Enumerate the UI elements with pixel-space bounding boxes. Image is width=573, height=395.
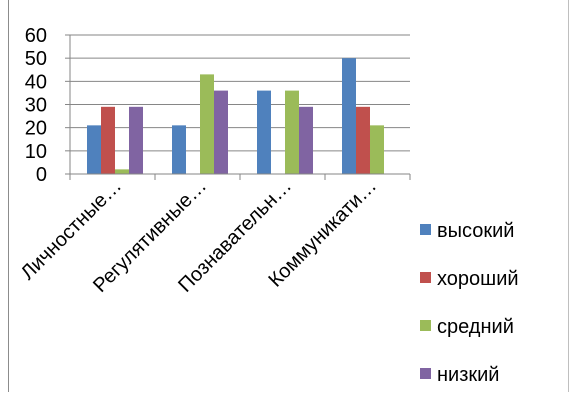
legend-label: средний (437, 316, 514, 338)
axes (69, 35, 411, 180)
bar-высокий-2 (172, 125, 186, 174)
bar-средний-4 (370, 125, 384, 174)
legend: высокий хороший средний низкий (420, 220, 519, 386)
legend-swatch-хороший (420, 272, 431, 283)
y-tick-label: 60 (25, 25, 47, 47)
bars (87, 58, 384, 174)
legend-label: высокий (437, 220, 514, 242)
bar-средний-1 (115, 169, 129, 174)
bar-хороший-4 (356, 106, 370, 174)
bar-хороший-1 (101, 106, 115, 174)
legend-swatch-низкий (420, 368, 431, 379)
y-tick-label: 20 (25, 118, 47, 140)
bar-средний-2 (200, 74, 214, 174)
bar-низкий-1 (129, 106, 143, 174)
chart-frame (8, 0, 569, 392)
legend-swatch-средний (420, 320, 431, 331)
bar-высокий-3 (257, 90, 271, 174)
y-tick-label: 40 (25, 71, 47, 93)
bar-низкий-2 (214, 90, 228, 174)
legend-label: хороший (437, 268, 519, 290)
y-tick-label: 0 (36, 164, 47, 186)
bar-низкий-3 (299, 106, 313, 174)
y-tick-label: 50 (25, 48, 47, 70)
y-tick-label: 30 (25, 95, 47, 117)
bar-высокий-4 (342, 58, 356, 174)
x-axis-category-labels: Личностные…Регулятивные…Познавательн…Ком… (17, 175, 381, 297)
bar-средний-3 (285, 90, 299, 174)
y-tick-label: 10 (25, 141, 47, 163)
legend-label: низкий (437, 364, 499, 386)
bar-высокий-1 (87, 125, 101, 174)
legend-swatch-высокий (420, 224, 431, 235)
